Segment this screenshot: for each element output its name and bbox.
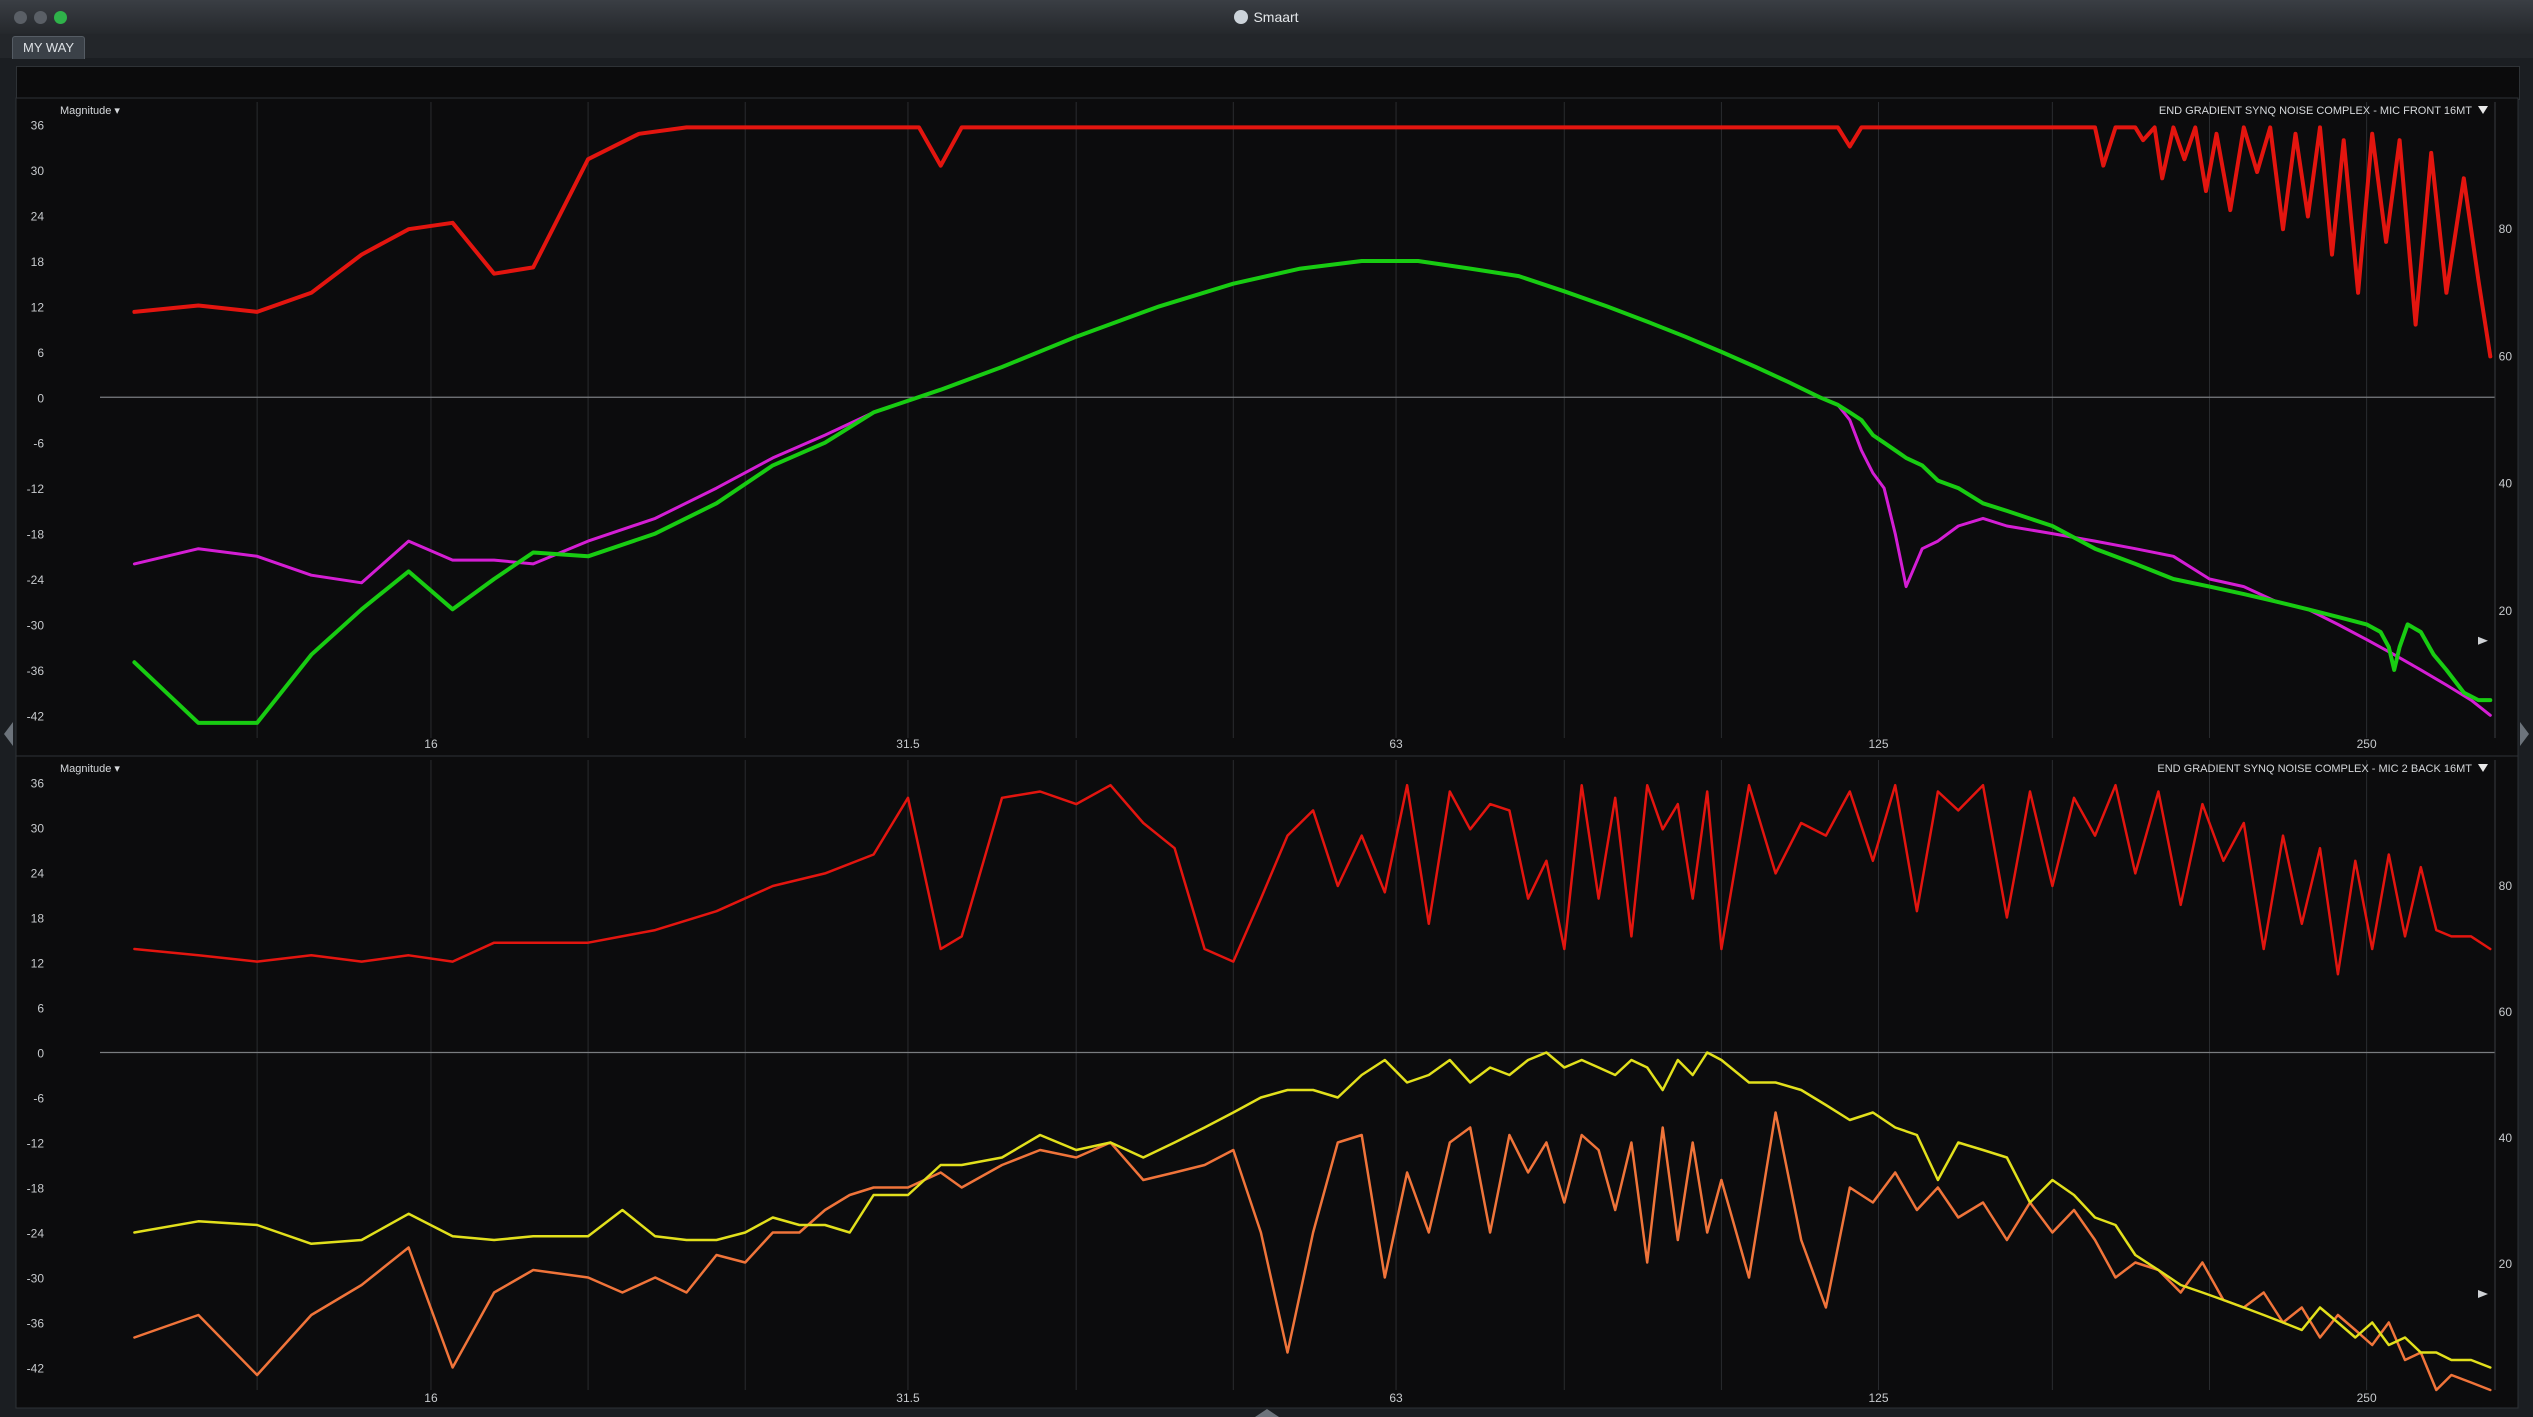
y-tick-label: 24	[31, 867, 45, 881]
collapse-right-arrow-icon[interactable]	[2520, 722, 2529, 746]
measurement-dropdown-icon[interactable]	[2478, 764, 2488, 772]
y2-tick-label: 60	[2499, 349, 2513, 363]
y2-tick-label: 60	[2499, 1005, 2513, 1019]
y2-tick-label: 20	[2499, 604, 2513, 618]
y-tick-label: -42	[27, 709, 45, 723]
x-tick-label: 16	[424, 737, 438, 751]
collapse-left-arrow-icon[interactable]	[4, 722, 13, 746]
y2-tick-label: 20	[2499, 1257, 2513, 1271]
magnitude-dropdown[interactable]: Magnitude ▾	[60, 763, 120, 775]
close-window-button[interactable]	[14, 11, 27, 24]
panel-back: 363024181260-6-12-18-24-30-36-4280604020…	[15, 755, 2519, 1409]
y-tick-label: -6	[33, 1092, 44, 1106]
y-tick-label: -18	[27, 1182, 45, 1196]
measurement-dropdown-icon[interactable]	[2478, 106, 2488, 114]
measurement-name[interactable]: END GRADIENT SYNQ NOISE COMPLEX - MIC 2 …	[2157, 763, 2472, 775]
x-tick-label: 63	[1389, 1391, 1403, 1405]
y-tick-label: 18	[31, 255, 45, 269]
traces	[133, 783, 2492, 1392]
y-tick-label: -30	[27, 1272, 45, 1286]
trace-magnitude	[132, 259, 2493, 725]
measurement-name[interactable]: END GRADIENT SYNQ NOISE COMPLEX - MIC FR…	[2159, 105, 2472, 117]
x-tick-label: 31.5	[896, 1391, 920, 1405]
app-icon	[1234, 10, 1249, 24]
trace-coherence	[132, 125, 2493, 359]
window-title: Smaart	[0, 9, 2533, 25]
minimize-window-button[interactable]	[34, 11, 47, 24]
trace-magnitude	[133, 1051, 2492, 1369]
x-tick-label: 125	[1869, 737, 1889, 751]
grid-lines	[100, 760, 2496, 1390]
panel-background	[15, 97, 2519, 757]
x-tick-label: 250	[2357, 1391, 2377, 1405]
tab-my-way[interactable]: MY WAY	[12, 36, 86, 59]
expand-bottom-handle-icon[interactable]	[1255, 1409, 1279, 1417]
y-tick-label: -42	[27, 1362, 45, 1376]
magnitude-dropdown[interactable]: Magnitude ▾	[60, 105, 120, 117]
y-tick-label: 12	[31, 300, 45, 314]
y-tick-label: -12	[27, 482, 45, 496]
y-tick-label: 24	[31, 210, 45, 224]
x-tick-label: 31.5	[896, 737, 920, 751]
y2-tick-label: 40	[2499, 477, 2513, 491]
trace-magnitude-ref	[133, 1111, 2492, 1392]
panel-background	[15, 755, 2519, 1409]
y2-tick-label: 40	[2499, 1131, 2513, 1145]
y-tick-label: -30	[27, 618, 45, 632]
y-tick-label: 0	[37, 391, 44, 405]
y-tick-label: -18	[27, 528, 45, 542]
y-tick-label: -24	[27, 573, 45, 587]
y-tick-label: 0	[37, 1047, 44, 1061]
grid-lines	[100, 102, 2496, 738]
y2-tick-label: 80	[2499, 222, 2513, 236]
y-tick-label: 12	[31, 957, 45, 971]
tab-bar: MY WAY	[0, 34, 2533, 59]
y-tick-label: 6	[37, 346, 44, 360]
y-tick-label: 30	[31, 164, 45, 178]
panel-front: 363024181260-6-12-18-24-30-36-4280604020…	[15, 97, 2519, 757]
trace-coherence	[133, 783, 2492, 976]
y-tick-label: -24	[27, 1227, 45, 1241]
traces	[132, 125, 2493, 725]
x-tick-label: 125	[1869, 1391, 1889, 1405]
y-tick-label: -36	[27, 664, 45, 678]
y-tick-label: -36	[27, 1317, 45, 1331]
range-handle-icon[interactable]	[2478, 636, 2488, 645]
range-handle-icon[interactable]	[2478, 1290, 2488, 1298]
y-tick-label: 36	[31, 777, 45, 791]
y2-tick-label: 80	[2499, 879, 2513, 893]
x-tick-label: 63	[1389, 737, 1403, 751]
y-tick-label: 30	[31, 822, 45, 836]
y-tick-label: 6	[37, 1002, 44, 1016]
x-tick-label: 250	[2357, 737, 2377, 751]
x-tick-label: 16	[424, 1391, 438, 1405]
y-tick-label: 36	[31, 119, 45, 133]
window-title-text: Smaart	[1253, 9, 1299, 25]
zoom-window-button[interactable]	[54, 11, 67, 24]
y-tick-label: 18	[31, 912, 45, 926]
y-tick-label: -6	[33, 437, 44, 451]
y-tick-label: -12	[27, 1137, 45, 1151]
